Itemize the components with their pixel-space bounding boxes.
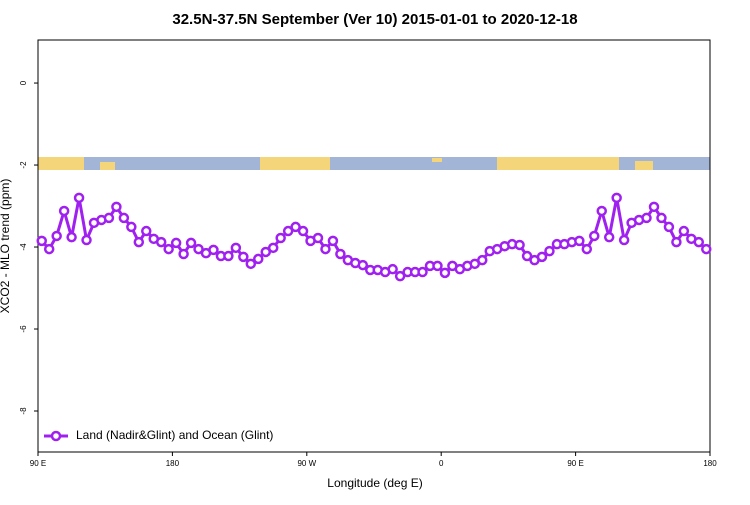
y-tick-label: -8 [19, 407, 28, 415]
data-point [611, 192, 622, 204]
data-point [656, 212, 667, 224]
data-point [335, 248, 346, 260]
data-point [170, 237, 182, 249]
x-tick-label: 0 [439, 459, 444, 468]
data-point [432, 260, 443, 272]
land [100, 162, 115, 170]
y-tick-label: -6 [19, 325, 28, 333]
data-point [36, 235, 47, 247]
data-point [693, 236, 705, 248]
y-tick-label: 0 [19, 80, 28, 85]
data-point [574, 235, 585, 247]
data-point [678, 225, 690, 237]
data-point [589, 230, 600, 242]
data-point [66, 231, 77, 243]
data-point [103, 212, 115, 224]
data-point [581, 243, 593, 255]
y-axis-label: XCO2 - MLO trend (ppm) [0, 179, 12, 314]
data-point [253, 253, 264, 265]
data-point [536, 251, 548, 263]
legend: Land (Nadir&Glint) and Ocean (Glint) [44, 428, 273, 442]
land [635, 161, 653, 170]
data-point [663, 221, 675, 233]
legend-marker [50, 430, 62, 442]
data-point [133, 236, 145, 248]
data-point [111, 201, 122, 213]
data-point [118, 212, 130, 224]
data-point [618, 234, 630, 246]
data-point [51, 230, 62, 242]
y-tick-label: -4 [19, 243, 28, 251]
data-point [275, 232, 286, 244]
data-point [126, 221, 137, 233]
map-strip [38, 157, 710, 170]
data-point [671, 236, 682, 248]
data-point [73, 192, 85, 204]
data-point [43, 243, 55, 255]
data-point [267, 242, 279, 254]
data-point [260, 246, 271, 258]
data-point [58, 205, 70, 217]
data-point [544, 245, 555, 257]
x-tick-label: 180 [166, 459, 180, 468]
land [432, 158, 442, 162]
data-point [439, 267, 451, 279]
data-point [141, 225, 152, 237]
data-point [238, 251, 249, 263]
data-point [701, 243, 712, 255]
data-point [208, 244, 219, 256]
land [38, 157, 84, 170]
data-point [290, 221, 301, 233]
data-point [193, 243, 204, 255]
data-point [477, 254, 488, 266]
data-point [163, 243, 174, 255]
data-point [514, 239, 525, 251]
data-point [297, 225, 309, 237]
data-point [320, 243, 331, 255]
x-axis-label: Longitude (deg E) [327, 476, 422, 490]
y-tick-label: -2 [19, 161, 28, 169]
data-point [155, 236, 167, 248]
data-point [81, 234, 92, 246]
data-point [387, 263, 398, 275]
data-point [178, 248, 189, 260]
x-tick-label: 180 [703, 459, 717, 468]
data-point [282, 225, 294, 237]
data-point [596, 205, 607, 217]
land [497, 157, 619, 170]
data-point [230, 242, 242, 254]
legend-label: Land (Nadir&Glint) and Ocean (Glint) [76, 428, 273, 442]
x-tick-label: 90 W [297, 459, 316, 468]
land [260, 157, 330, 170]
data-point [223, 250, 234, 262]
data-point [521, 250, 533, 262]
data-point [648, 201, 660, 213]
data-point [312, 232, 324, 244]
data-point [357, 259, 369, 271]
data-point [417, 266, 428, 278]
x-tick-label: 90 E [567, 459, 583, 468]
chart-title: 32.5N-37.5N September (Ver 10) 2015-01-0… [172, 11, 577, 28]
data-point [603, 231, 615, 243]
data-point [394, 270, 406, 282]
data-point [245, 258, 257, 270]
data-point [185, 237, 197, 249]
data-point [327, 235, 339, 247]
x-tick-label: 90 E [30, 459, 46, 468]
data-point [641, 212, 652, 224]
